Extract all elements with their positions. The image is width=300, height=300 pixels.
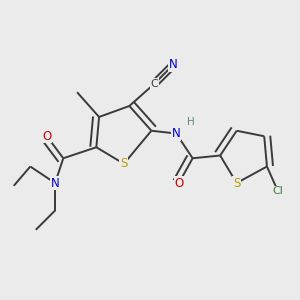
Text: S: S (233, 176, 240, 190)
Text: O: O (174, 176, 184, 190)
Text: O: O (42, 130, 51, 143)
Text: N: N (172, 127, 181, 140)
Text: S: S (120, 157, 128, 170)
Text: H: H (188, 118, 195, 128)
Text: Cl: Cl (272, 186, 284, 196)
Text: N: N (51, 176, 59, 190)
Text: N: N (169, 58, 178, 71)
Text: C: C (150, 79, 158, 89)
